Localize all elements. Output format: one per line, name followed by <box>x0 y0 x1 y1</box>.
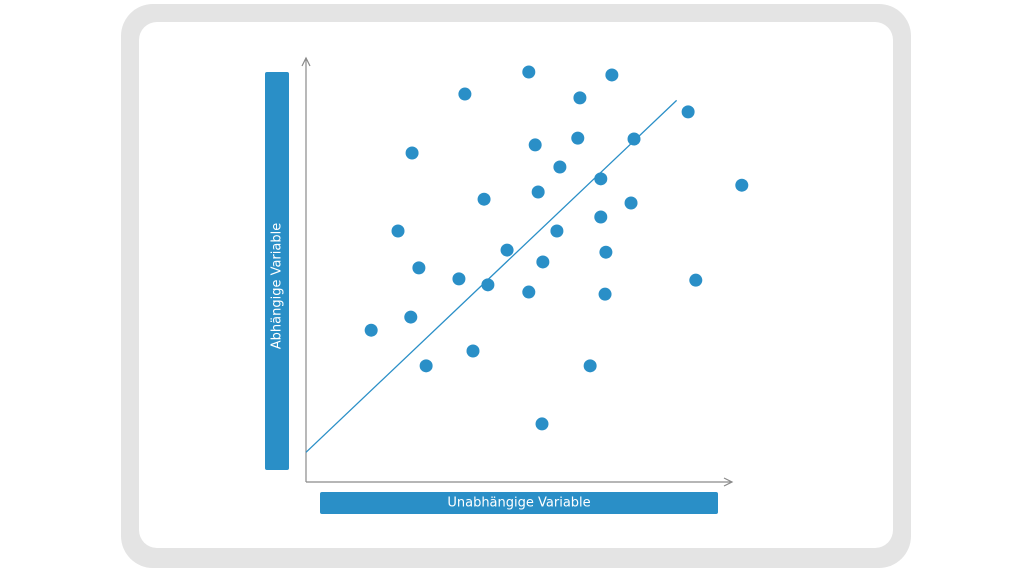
point <box>404 310 418 324</box>
point <box>466 344 480 358</box>
point <box>412 261 426 275</box>
point <box>598 287 612 301</box>
point <box>689 273 703 287</box>
x-axis-label: Unabhängige Variable <box>447 496 590 511</box>
y-axis-label: Abhängige Variable <box>270 223 285 349</box>
point <box>405 146 419 160</box>
y-arrow <box>301 56 311 67</box>
axes <box>301 56 734 487</box>
point <box>535 417 549 431</box>
point <box>573 91 587 105</box>
point <box>481 278 495 292</box>
point <box>571 131 585 145</box>
point <box>419 359 433 373</box>
point <box>605 68 619 82</box>
point <box>500 243 514 257</box>
point <box>550 224 564 238</box>
point <box>624 196 638 210</box>
point <box>522 285 536 299</box>
point <box>531 185 545 199</box>
point <box>452 272 466 286</box>
point <box>458 87 472 101</box>
point <box>583 359 597 373</box>
point <box>594 210 608 224</box>
x-label-bar <box>320 492 718 514</box>
point <box>522 65 536 79</box>
point <box>391 224 405 238</box>
point <box>594 172 608 186</box>
trend-line <box>305 99 678 453</box>
point <box>681 105 695 119</box>
screen <box>139 22 893 548</box>
point <box>553 160 567 174</box>
point <box>477 192 491 206</box>
x-arrow <box>723 477 734 487</box>
point <box>364 323 378 337</box>
point <box>536 255 550 269</box>
point <box>735 178 749 192</box>
y-label-bar <box>265 72 289 470</box>
point <box>599 245 613 259</box>
point <box>627 132 641 146</box>
point <box>528 138 542 152</box>
